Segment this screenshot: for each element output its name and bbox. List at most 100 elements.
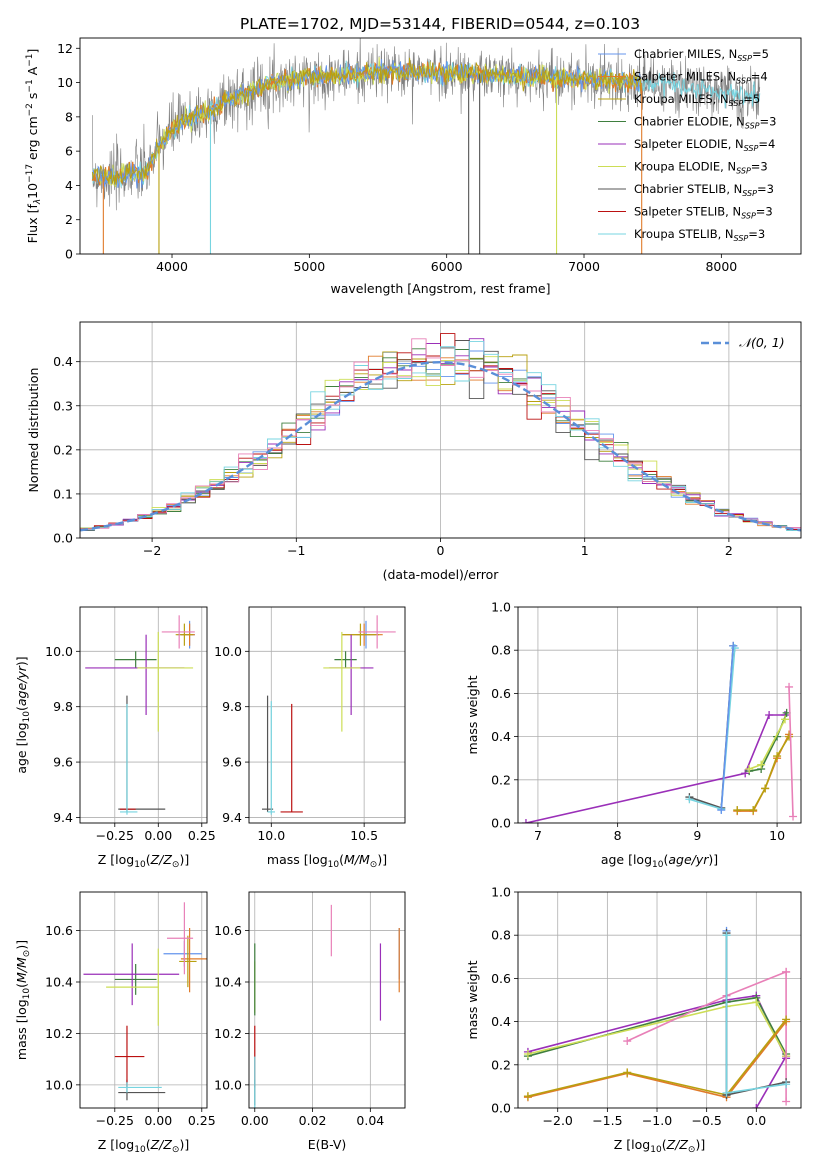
y-tick-label: 4 <box>65 178 73 193</box>
errorbar-point <box>323 631 361 732</box>
y-tick-label: 0.0 <box>491 816 511 831</box>
legend-entry: Chabrier STELIB, NSSP=3 <box>634 182 774 198</box>
mass-weight-marker <box>521 819 530 823</box>
x-tick-label: −0.25 <box>96 828 134 843</box>
y-axis-label: mass [log10(M/M⊙)] <box>14 940 32 1060</box>
y-axis-label: age [log10(age/yr)] <box>14 656 32 773</box>
x-tick-label: 0.00 <box>241 1113 269 1128</box>
mass-weight-marker <box>757 760 766 769</box>
y-axis-label: mass weight <box>465 960 480 1039</box>
errorbar-point <box>83 943 180 1006</box>
weight_vs_age-plot-area <box>518 607 801 823</box>
mass-weight-marker <box>749 806 758 815</box>
age_vs_Z-frame <box>79 606 208 824</box>
mass_vs_ebv-axes: 0.00 0.02 0.04 10.0 10.2 10.4 10.6 E(B-V) <box>214 891 406 1152</box>
weight_vs_Z-axes: −2.0 −1.5 −1.0 −0.5 0.0 0.0 0.2 0.4 0.6 0.8 1.0 Z [… <box>465 885 802 1155</box>
mass_vs_Z-axes: −0.25 0.00 0.25 10.0 10.2 10.4 10.6 Z [log10(Z/… <box>14 891 216 1155</box>
errorbar-point <box>114 1025 145 1088</box>
legend-entry: Kroupa ELODIE, NSSP=3 <box>634 160 768 176</box>
age_vs_mass-axes: 10.0 10.5 9.4 9.6 9.8 10.0 mass [log10(M/M⊙)] <box>214 606 406 870</box>
y-tick-label: 9.8 <box>53 699 73 714</box>
y-tick-label: 0 <box>65 247 73 262</box>
x-tick-label: −1.5 <box>592 1113 622 1128</box>
spectrum-axes: 4000 5000 6000 7000 8000 0 2 4 6 8 10 12 wavelength … <box>25 37 802 296</box>
y-tick-label: 12 <box>57 41 73 56</box>
mass-weight-marker <box>752 998 761 1007</box>
x-tick-label: 6000 <box>431 259 463 274</box>
x-tick-label: 10 <box>769 828 785 843</box>
x-tick-label: 0 <box>437 543 445 558</box>
x-tick-label: 0.25 <box>188 1113 216 1128</box>
y-tick-label: 0.3 <box>53 398 73 413</box>
mass-weight-marker <box>685 795 694 804</box>
mass-weight-marker <box>785 682 794 691</box>
y-axis-label: Flux [fλ10−17 erg cm−2 s−1 A−1] <box>25 49 43 244</box>
weight_vs_age-frame <box>517 606 802 824</box>
age_vs_Z-plot-area <box>80 607 207 823</box>
y-tick-label: 9.6 <box>53 755 73 770</box>
y-tick-label: 10.4 <box>214 975 242 990</box>
y-tick-label: 9.4 <box>222 810 242 825</box>
mass-weight-marker <box>789 812 798 821</box>
mass-weight-marker <box>733 806 742 815</box>
x-axis-label: Z [log10(Z/Z⊙)] <box>98 1137 189 1155</box>
mass_vs_Z-plot-area <box>80 892 207 1108</box>
y-tick-label: 0.4 <box>53 354 73 369</box>
x-axis-label: wavelength [Angstrom, rest frame] <box>330 281 550 296</box>
y-tick-label: 10.0 <box>45 1077 73 1092</box>
y-tick-label: 1.0 <box>491 600 511 615</box>
errorbar-point <box>358 615 396 649</box>
y-tick-label: 10.4 <box>45 975 73 990</box>
age_vs_Z-axes: −0.25 0.00 0.25 9.4 9.6 9.8 10.0 Z [log10(Z/Z⊙)… <box>14 606 216 870</box>
errorbar-point <box>85 634 185 715</box>
mass-weight-marker <box>765 711 774 719</box>
y-tick-label: 8 <box>65 109 73 124</box>
y-tick-label: 0.8 <box>491 928 511 943</box>
x-axis-label: E(B-V) <box>308 1137 347 1152</box>
x-tick-label: 8 <box>614 828 622 843</box>
x-tick-label: 7 <box>534 828 542 843</box>
errorbar-point <box>137 631 194 732</box>
y-tick-label: 1.0 <box>491 885 511 900</box>
mass-weight-marker <box>761 784 770 793</box>
x-tick-label: 10.5 <box>350 828 378 843</box>
weight_vs_Z-frame <box>517 891 802 1109</box>
gaussian-curve <box>80 360 801 532</box>
y-tick-label: 0.6 <box>491 686 511 701</box>
x-tick-label: 0.25 <box>188 828 216 843</box>
y-tick-label: 9.4 <box>53 810 73 825</box>
legend-entry: Chabrier ELODIE, NSSP=3 <box>634 115 776 131</box>
legend-entry: Kroupa MILES, NSSP=5 <box>634 92 760 108</box>
y-axis-label: mass weight <box>465 675 480 754</box>
x-tick-label: 7000 <box>568 259 600 274</box>
x-axis-label: age [log10(age/yr)] <box>601 852 718 870</box>
mass-weight-marker <box>782 967 791 976</box>
mass-weight-marker <box>523 1050 532 1058</box>
y-tick-label: 0.4 <box>491 1014 511 1029</box>
y-tick-label: 0.8 <box>491 643 511 658</box>
x-tick-label: −2.0 <box>543 1113 573 1128</box>
x-tick-label: 5000 <box>293 259 325 274</box>
mass-weight-line <box>720 645 734 811</box>
legend-entry: Salpeter ELODIE, NSSP=4 <box>634 137 775 153</box>
mass-weight-marker <box>785 732 794 741</box>
mass-weight-line <box>749 712 788 772</box>
x-tick-label: −2 <box>143 543 161 558</box>
errorbar-point <box>106 948 159 1026</box>
errorbar-point <box>267 701 275 815</box>
x-axis-label: Z [log10(Z/Z⊙)] <box>614 1137 705 1155</box>
mass_vs_ebv-plot-area <box>249 892 405 1108</box>
errorbar-point <box>175 623 194 646</box>
y-tick-label: 10.0 <box>214 644 242 659</box>
errorbar-point <box>114 651 157 668</box>
mass-weight-marker <box>729 641 738 650</box>
y-tick-label: 0.6 <box>491 971 511 986</box>
errorbar-point <box>334 651 357 668</box>
residuals-frame <box>79 321 802 539</box>
spectrum-legend: Chabrier MILES, NSSP=5 Salpeter MILES, NS… <box>598 47 776 243</box>
y-tick-label: 0.4 <box>491 729 511 744</box>
errorbar-point <box>341 623 379 646</box>
y-tick-label: 0.0 <box>53 531 73 546</box>
y-tick-label: 0.2 <box>491 1057 511 1072</box>
